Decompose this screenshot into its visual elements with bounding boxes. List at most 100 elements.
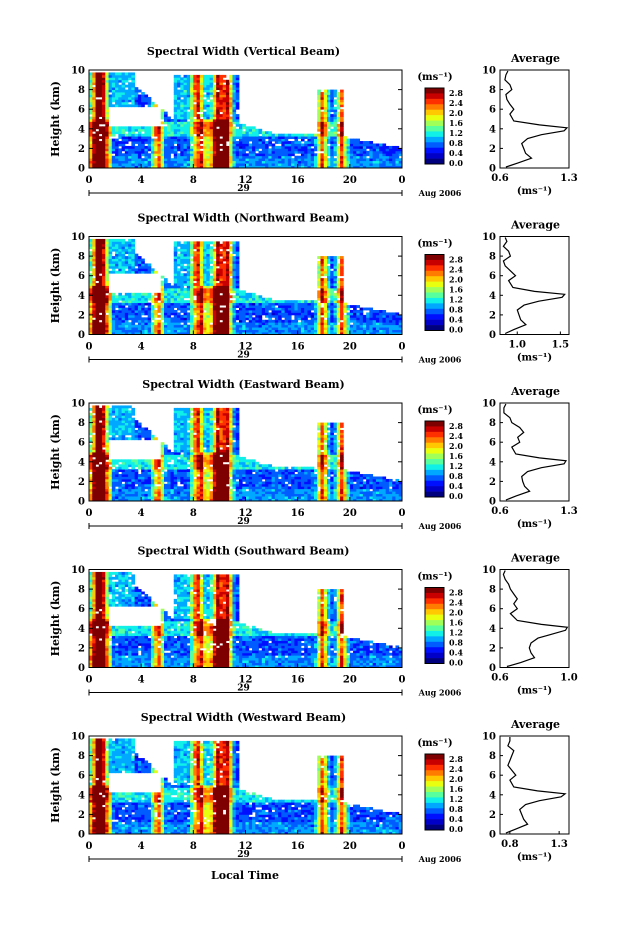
colorbar-swatch [425,93,444,100]
avg-profile-line [505,737,567,834]
y-tick-label: 6 [78,438,85,449]
avg-y-tick: 4 [489,457,496,468]
heatmap-area [89,72,402,168]
colorbar-tick: 0.4 [449,648,463,658]
avg-y-tick: 8 [489,585,496,596]
y-tick-label: 4 [78,624,85,635]
day-label: 29 [237,184,250,194]
x-tick-label: 0 [399,841,406,852]
colorbar-unit: (ms⁻¹) [417,239,452,250]
colorbar-swatch [425,808,444,815]
heatmap-area [89,571,402,668]
colorbar-swatch [425,792,444,798]
colorbar-tick: 0.0 [449,325,463,335]
x-tick-label: 4 [138,508,145,519]
colorbar-tick: 1.6 [449,618,463,628]
avg-y-tick: 2 [489,643,496,654]
avg-x-tick: 1.3 [560,506,577,517]
avg-frame [499,236,570,335]
avg-profile-line [502,570,569,668]
avg-y-tick: 0 [489,663,496,674]
avg-y-tick: 2 [489,810,496,821]
colorbar-swatch [425,297,444,304]
colorbar-tick: 0.0 [449,491,463,501]
day-label: 29 [237,850,250,860]
colorbar-swatch [425,652,444,659]
colorbar-swatch [425,98,444,105]
x-tick-label: 4 [138,675,145,686]
colorbar-swatch [425,491,444,498]
colorbar-swatch [425,764,444,771]
x-tick-label: 8 [190,675,197,686]
colorbar-swatch [425,259,444,266]
colorbar-swatch [425,308,444,315]
x-tick-label: 16 [291,841,305,852]
colorbar-tick: 1.6 [449,451,463,461]
avg-y-tick: 10 [482,565,496,576]
date-label: Aug 2006 [418,854,462,864]
colorbar-swatch [425,292,444,299]
avg-x-tick: 0.6 [491,506,508,517]
colorbar-unit: (ms⁻¹) [417,572,452,583]
colorbar-unit: (ms⁻¹) [417,405,452,416]
x-tick-label: 4 [138,342,145,353]
avg-y-tick: 8 [489,85,496,96]
avg-title: Average [510,219,560,232]
x-tick-label: 16 [291,342,305,353]
colorbar-swatch [425,104,444,111]
x-tick-label: 4 [138,841,145,852]
colorbar-tick: 0.4 [449,148,463,158]
colorbar-swatch [425,459,444,465]
colorbar-tick: 2.0 [449,275,463,285]
x-tick-label: 16 [291,675,305,686]
x-tick-label: 20 [343,342,357,353]
colorbar-swatch [425,265,444,272]
colorbar-tick: 0.8 [449,638,463,648]
colorbar-swatch [425,469,444,476]
colorbar-tick: 2.0 [449,108,463,118]
avg-y-tick: 8 [489,751,496,762]
y-tick-label: 8 [78,252,85,263]
colorbar-swatch [425,136,444,143]
avg-profile-line [503,403,568,501]
y-tick-label: 0 [78,830,85,841]
colorbar-tick: 0.4 [449,814,463,824]
x-tick-label: 4 [138,175,145,186]
colorbar-swatch [425,647,444,653]
colorbar-swatch [425,658,444,664]
colorbar-tick: 1.2 [449,628,463,638]
avg-x-label: (ms⁻¹) [517,353,552,364]
avg-y-tick: 4 [489,624,496,635]
x-tick-label: 0 [399,508,406,519]
panel-3: Spectral Width (Southward Beam) 0 2 4 6 8 10 He… [49,545,578,698]
x-tick-label: 16 [291,175,305,186]
colorbar-swatch [425,120,444,127]
colorbar-swatch [425,270,444,277]
y-tick-label: 10 [71,399,85,410]
colorbar-tick: 2.8 [449,588,463,598]
colorbar-tick: 1.6 [449,784,463,794]
avg-x-tick: 0.8 [501,839,518,850]
avg-y-tick: 6 [489,771,496,782]
colorbar-tick: 0.0 [449,658,463,668]
avg-y-tick: 2 [489,477,496,488]
y-axis-label: Height (km) [49,81,62,157]
panel-title: Spectral Width (Westward Beam) [141,711,346,724]
y-tick-label: 4 [78,124,85,135]
colorbar-swatch [425,115,444,121]
avg-y-tick: 6 [489,271,496,282]
avg-y-tick: 8 [489,418,496,429]
panel-0: Spectral Width (Vertical Beam) 0 2 4 6 8 10 Hei… [49,45,578,198]
y-tick-label: 0 [78,663,85,674]
y-tick-label: 8 [78,585,85,596]
x-tick-label: 12 [239,175,253,186]
day-label: 29 [237,351,250,361]
avg-x-tick: 1.5 [552,340,569,351]
colorbar-tick: 0.0 [449,158,463,168]
colorbar-tick: 0.0 [449,824,463,834]
colorbar-swatch [425,147,444,154]
colorbar-tick: 1.2 [449,461,463,471]
panel-4: Spectral Width (Westward Beam) 0 2 4 6 8 10 Hei… [49,711,570,864]
heatmap-area [89,738,402,834]
